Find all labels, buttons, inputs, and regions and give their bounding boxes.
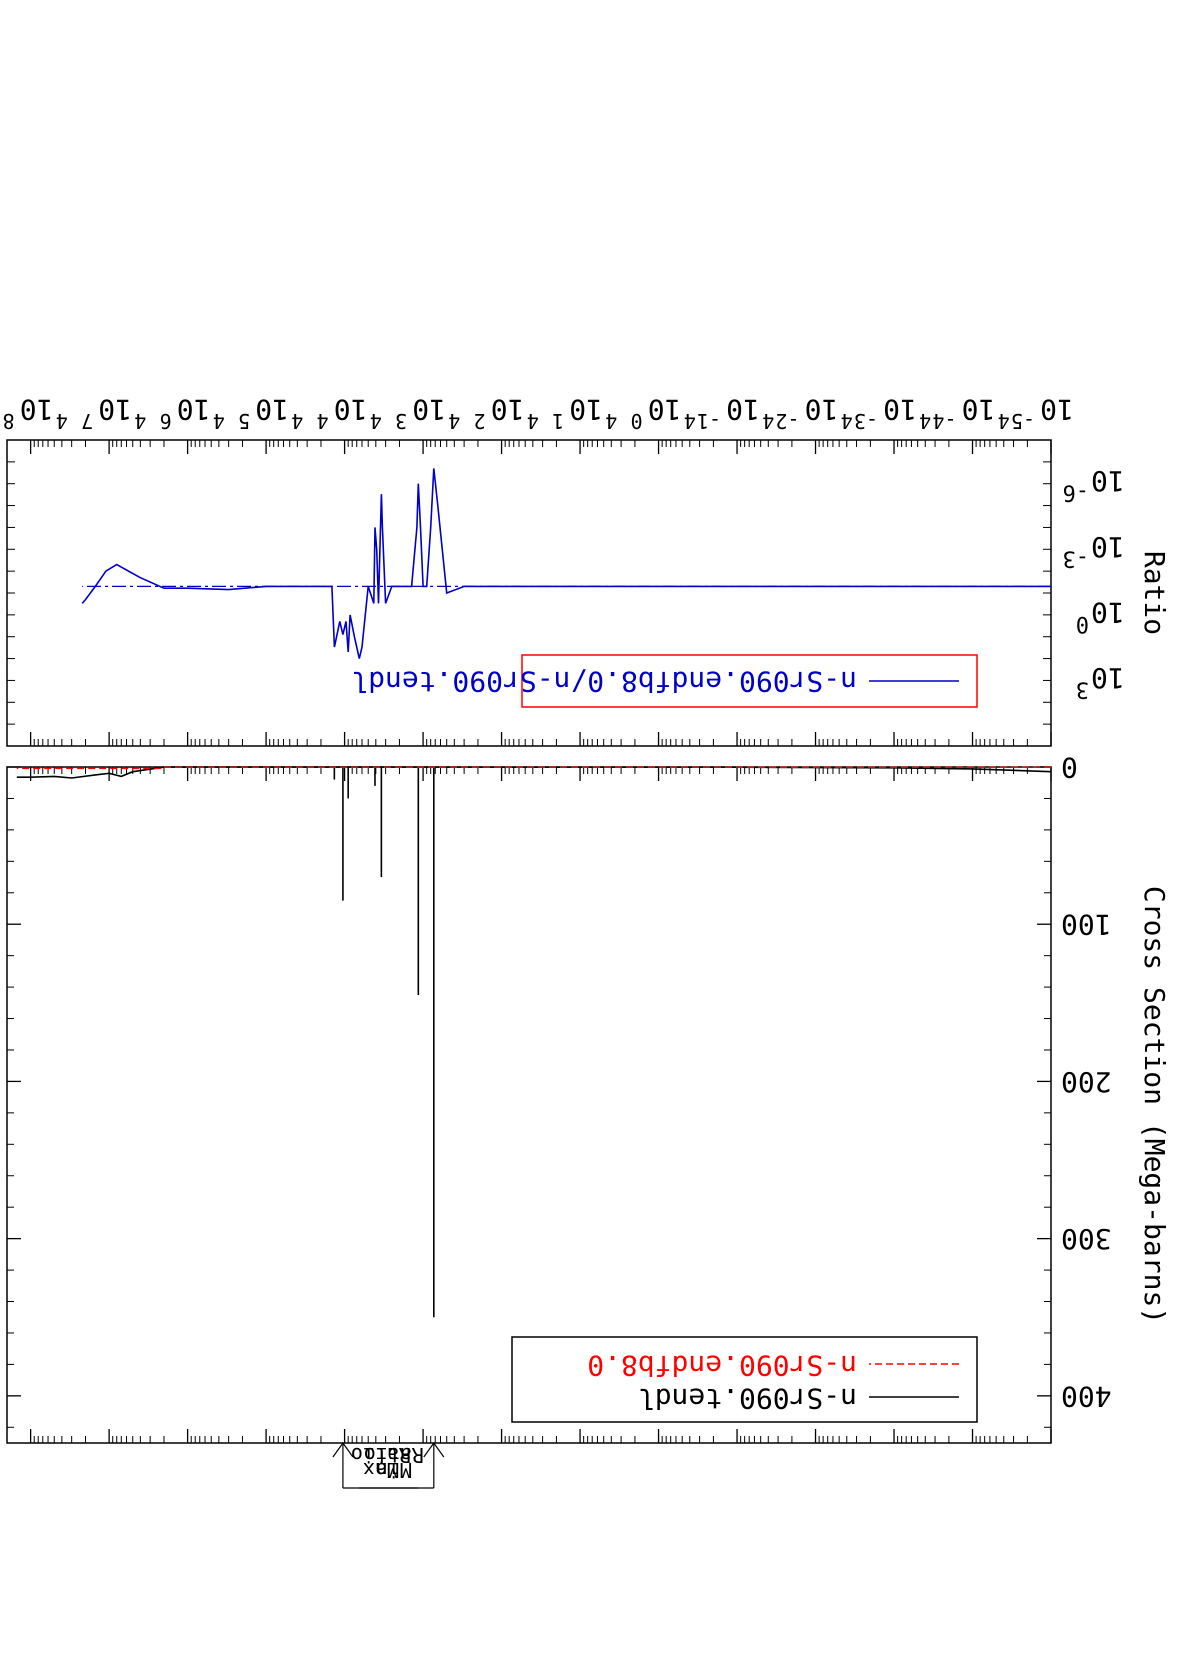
x-tick-exponent: 2: [474, 409, 486, 433]
x-tick-exponent: 4: [317, 409, 329, 433]
x-tick-label: 10-1: [697, 393, 760, 433]
ratio-y-tick-base: 10: [1091, 530, 1125, 563]
ratio-y-tick-label: 10-6: [1063, 465, 1125, 505]
series-line-ratio: [81, 468, 1051, 659]
ratio-y-axis-label: Ratio: [1138, 551, 1171, 635]
y-tick-label: 300: [1061, 1223, 1112, 1256]
x-minor-tick-label: 4: [213, 409, 225, 433]
ratio-y-tick-exponent: -6: [1063, 480, 1090, 505]
x-tick-base: 10: [98, 393, 132, 426]
ratio-y-tick-base: 10: [1091, 596, 1125, 629]
x-tick-label: 10-5: [1011, 393, 1074, 433]
ratio-y-tick-base: 10: [1091, 661, 1125, 694]
top-legend-box: [511, 1336, 978, 1423]
x-tick-base: 10: [20, 393, 54, 426]
legend-label-endfb8: n-Sr090.endfb8.0: [587, 1349, 857, 1382]
x-tick-base: 10: [412, 393, 446, 426]
x-tick-label: 106: [160, 393, 211, 433]
annotation-arrowhead: [332, 1441, 354, 1458]
x-tick-exponent: 8: [3, 409, 15, 433]
x-tick-exponent: 6: [160, 409, 172, 433]
annotation-label-line1: Min: [376, 1458, 412, 1482]
x-tick-exponent: 7: [81, 409, 93, 433]
series-line-endfb8: [16, 766, 1051, 770]
x-tick-label: 10-3: [854, 393, 917, 433]
x-minor-tick-label: 4: [998, 409, 1010, 433]
y-tick-label: 100: [1061, 908, 1112, 941]
ratio-y-tick-label: 103: [1076, 661, 1125, 701]
annotation-label-line2: Ratio: [364, 1443, 424, 1467]
x-tick-exponent: 0: [631, 409, 643, 433]
x-minor-tick-label: 4: [684, 409, 696, 433]
x-tick-exponent: -5: [1011, 409, 1035, 433]
ratio-y-tick-exponent: 3: [1076, 676, 1089, 701]
x-minor-tick-label: 4: [370, 409, 382, 433]
ratio-y-tick-label: 10-3: [1063, 530, 1125, 570]
x-minor-tick-label: 4: [919, 409, 931, 433]
x-tick-label: 100: [631, 393, 682, 433]
ratio-y-tick-label: 100: [1076, 596, 1125, 636]
x-tick-base: 10: [1040, 393, 1074, 426]
x-tick-label: 10-4: [932, 393, 995, 433]
x-minor-tick-label: 4: [134, 409, 146, 433]
x-tick-label: 105: [238, 393, 289, 433]
y-tick-label: 0: [1061, 751, 1078, 784]
x-tick-base: 10: [962, 393, 996, 426]
x-tick-base: 10: [805, 393, 839, 426]
x-tick-label: 103: [395, 393, 446, 433]
y-tick-label: 400: [1061, 1380, 1112, 1413]
x-tick-base: 10: [726, 393, 760, 426]
x-tick-exponent: -3: [854, 409, 878, 433]
x-tick-exponent: 1: [552, 409, 564, 433]
x-minor-tick-label: 4: [527, 409, 539, 433]
y-axis-label: Cross Section (Mega-barns): [1138, 886, 1171, 1324]
y-tick-label: 200: [1061, 1065, 1112, 1098]
x-tick-label: 108: [3, 393, 54, 433]
x-tick-base: 10: [177, 393, 211, 426]
x-tick-label: 104: [317, 393, 368, 433]
x-tick-label: 101: [552, 393, 603, 433]
series-line-tendl: [16, 766, 1052, 779]
ratio-legend: n-Sr090.endfb8.0/n-Sr090.tendl: [351, 654, 978, 708]
x-tick-exponent: 5: [238, 409, 250, 433]
x-tick-base: 10: [648, 393, 682, 426]
x-tick-base: 10: [255, 393, 289, 426]
x-tick-label: 102: [474, 393, 525, 433]
x-minor-tick-label: 4: [56, 409, 68, 433]
x-tick-label: 107: [81, 393, 132, 433]
x-tick-base: 10: [491, 393, 525, 426]
annotation-label-line1: Max: [363, 1458, 399, 1482]
ratio-y-tick-base: 10: [1091, 465, 1125, 498]
legend-label-ratio: n-Sr090.endfb8.0/n-Sr090.tendl: [351, 665, 857, 698]
x-tick-exponent: -1: [697, 409, 721, 433]
x-tick-label: 10-2: [775, 393, 838, 433]
x-tick-base: 10: [569, 393, 603, 426]
x-tick-exponent: -2: [775, 409, 799, 433]
x-minor-tick-label: 4: [448, 409, 460, 433]
x-tick-exponent: -4: [932, 409, 956, 433]
x-minor-tick-label: 4: [605, 409, 617, 433]
x-tick-exponent: 3: [395, 409, 407, 433]
ratio-y-tick-exponent: 0: [1076, 611, 1089, 636]
ratio-y-tick-exponent: -3: [1063, 545, 1090, 570]
x-tick-base: 10: [883, 393, 917, 426]
annotation-label-line2: Ratio: [351, 1443, 411, 1467]
annotation-arrowhead: [423, 1441, 445, 1458]
x-minor-tick-label: 4: [762, 409, 774, 433]
x-minor-tick-label: 4: [841, 409, 853, 433]
x-tick-base: 10: [334, 393, 368, 426]
x-minor-tick-label: 4: [291, 409, 303, 433]
legend-label-tendl: n-Sr090.tendl: [638, 1382, 857, 1415]
